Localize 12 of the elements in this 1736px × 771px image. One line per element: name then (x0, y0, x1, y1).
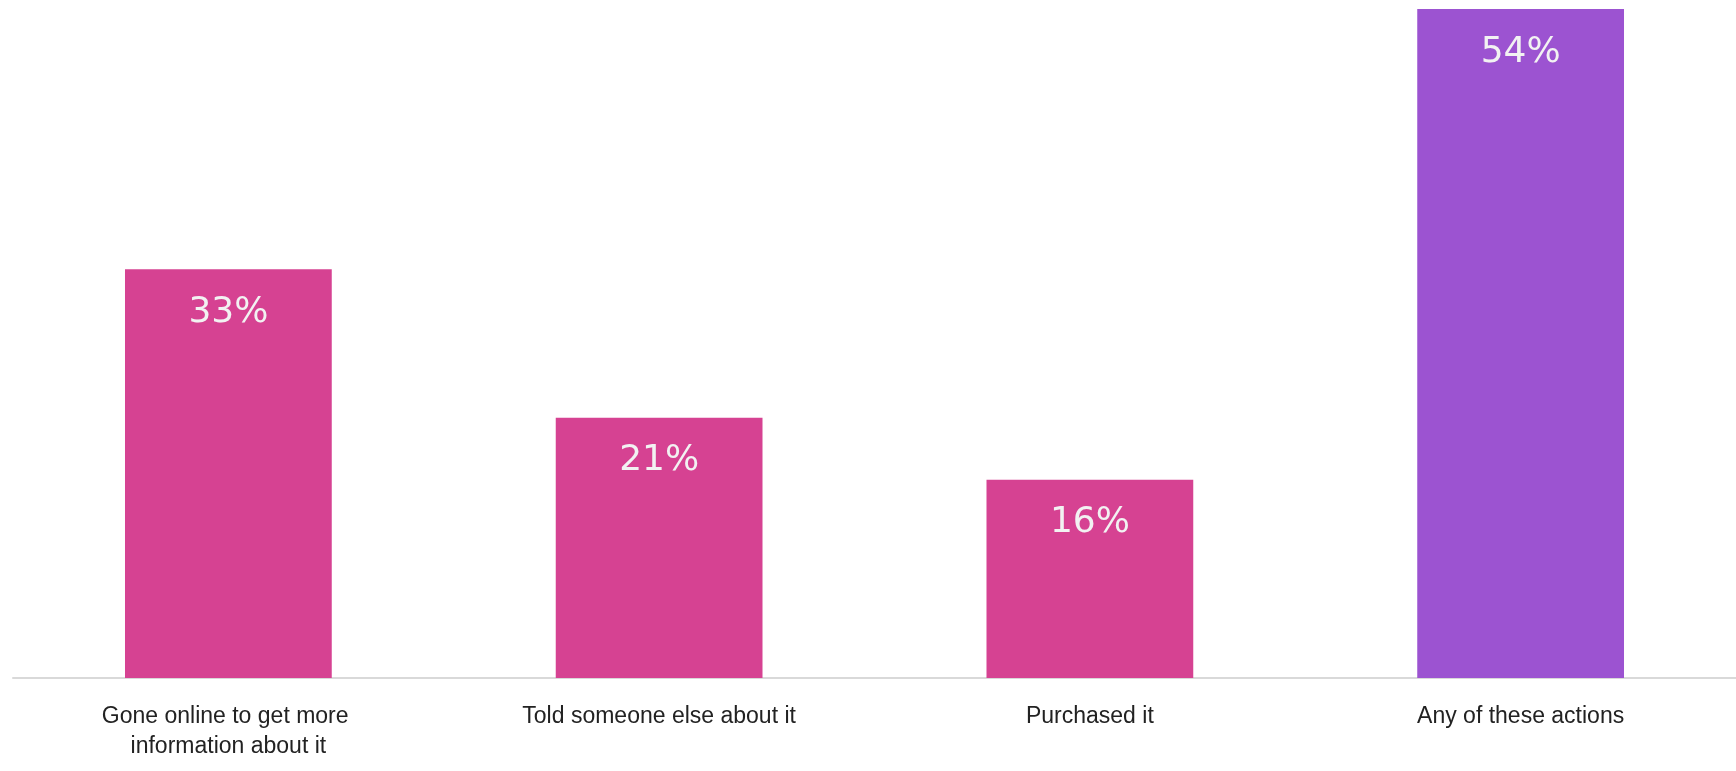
bar (1417, 9, 1625, 678)
data-label: 33% (188, 288, 269, 330)
x-tick-label: Told someone else about it (522, 702, 797, 728)
bar (555, 417, 763, 678)
data-label: 21% (619, 437, 700, 479)
bar (986, 479, 1194, 678)
data-label: 54% (1480, 28, 1561, 70)
data-label: 16% (1049, 499, 1130, 541)
x-tick-label: Any of these actions (1417, 702, 1625, 728)
bar (125, 269, 332, 678)
x-tick-label: Purchased it (1025, 702, 1155, 728)
x-tick-label: Gone online to get more information about it (101, 702, 355, 758)
